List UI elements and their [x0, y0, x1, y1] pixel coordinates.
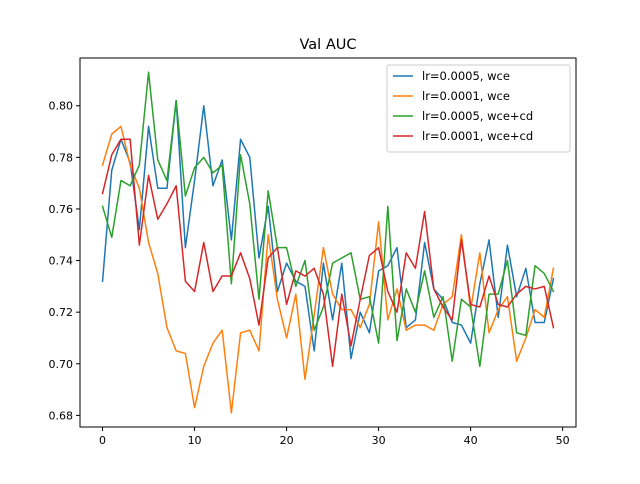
y-tick-label: 0.68	[49, 409, 74, 422]
series-line-1	[101, 99, 555, 360]
y-tick-label: 0.72	[49, 306, 74, 319]
legend-label: lr=0.0005, wce	[422, 69, 510, 83]
legend-label: lr=0.0001, wce+cd	[422, 129, 533, 143]
x-axis: 0 10 20 30 40 50	[99, 427, 570, 447]
x-tick-label: 40	[464, 434, 478, 447]
series-line-4	[101, 138, 555, 368]
series-line-3	[101, 71, 555, 368]
y-tick-label: 0.70	[49, 358, 74, 371]
axes-frame	[79, 57, 577, 428]
y-tick-label: 0.74	[49, 255, 74, 268]
series-group	[101, 71, 555, 414]
legend-box	[386, 64, 571, 153]
x-tick-label: 20	[280, 434, 294, 447]
legend-label: lr=0.0005, wce+cd	[422, 109, 533, 123]
y-tick-label: 0.78	[49, 151, 74, 164]
y-axis: 0.68 0.70 0.72 0.74 0.76 0.78 0.80	[49, 100, 80, 422]
x-tick-label: 0	[99, 434, 106, 447]
x-tick-label: 30	[372, 434, 386, 447]
legend: lr=0.0005, wce lr=0.0001, wce lr=0.0005, w…	[386, 64, 571, 153]
legend-label: lr=0.0001, wce	[422, 89, 510, 103]
chart-title: Val AUC	[300, 37, 357, 53]
y-tick-label: 0.80	[49, 100, 74, 113]
x-tick-label: 50	[556, 434, 570, 447]
x-tick-label: 10	[188, 434, 202, 447]
y-tick-label: 0.76	[49, 203, 74, 216]
series-line-2	[101, 125, 555, 414]
